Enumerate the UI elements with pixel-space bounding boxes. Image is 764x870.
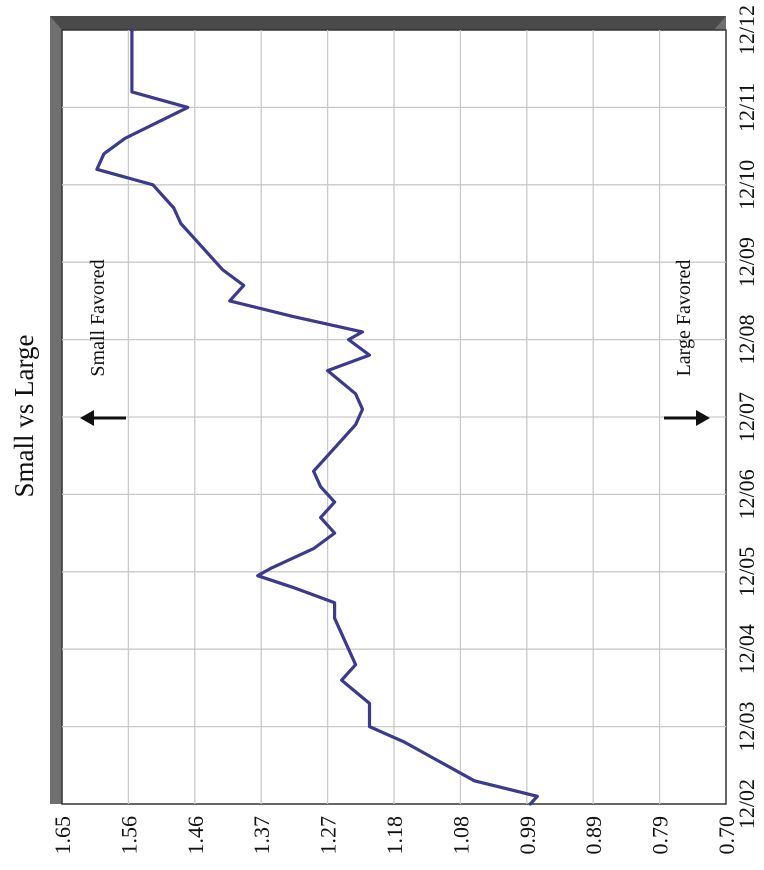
x-tick-label: 12/08 (734, 315, 759, 365)
series-line-0 (95, 28, 539, 806)
x-tick-label: 12/11 (734, 83, 759, 132)
plot-frame-bevel (50, 16, 726, 30)
y-axis-tick-labels: 0.70 0.79 0.89 0.99 1.08 1.18 1.27 1.37 1.46 1.56… (50, 816, 739, 855)
y-tick-label: 1.18 (382, 816, 407, 855)
small-favored-arrow-head (80, 410, 94, 426)
annotation-large-favored: Large Favored (664, 260, 710, 426)
x-tick-label: 12/02 (734, 779, 759, 829)
y-tick-label: 1.27 (316, 816, 341, 855)
x-tick-label: 12/04 (734, 624, 759, 674)
large-favored-arrow-head (696, 410, 710, 426)
y-tick-label: 0.79 (648, 816, 673, 855)
y-tick-label: 0.99 (515, 816, 540, 855)
x-tick-label: 12/09 (734, 237, 759, 287)
large-favored-label: Large Favored (673, 260, 695, 377)
y-tick-label: 1.65 (50, 816, 75, 855)
x-tick-label: 12/07 (734, 392, 759, 442)
y-tick-label: 1.08 (448, 816, 473, 855)
y-tick-label: 0.89 (581, 816, 606, 855)
series-layer (95, 28, 539, 806)
annotation-small-favored: Small Favored (80, 259, 126, 426)
chart-title: Small vs Large (9, 335, 39, 498)
y-tick-label: 0.70 (714, 816, 739, 855)
x-axis-tick-labels: 12/02 12/03 12/04 12/05 12/06 12/07 12/08 12/09… (734, 5, 759, 829)
y-tick-label: 1.37 (249, 816, 274, 855)
x-tick-label: 12/06 (734, 469, 759, 519)
small-favored-label: Small Favored (87, 259, 109, 376)
x-tick-label: 12/10 (734, 160, 759, 210)
x-tick-label: 12/05 (734, 547, 759, 597)
x-tick-label: 12/03 (734, 702, 759, 752)
y-tick-label: 1.56 (116, 816, 141, 855)
grid (62, 30, 726, 804)
x-tick-label: 12/12 (734, 5, 759, 55)
y-tick-label: 1.46 (183, 816, 208, 855)
